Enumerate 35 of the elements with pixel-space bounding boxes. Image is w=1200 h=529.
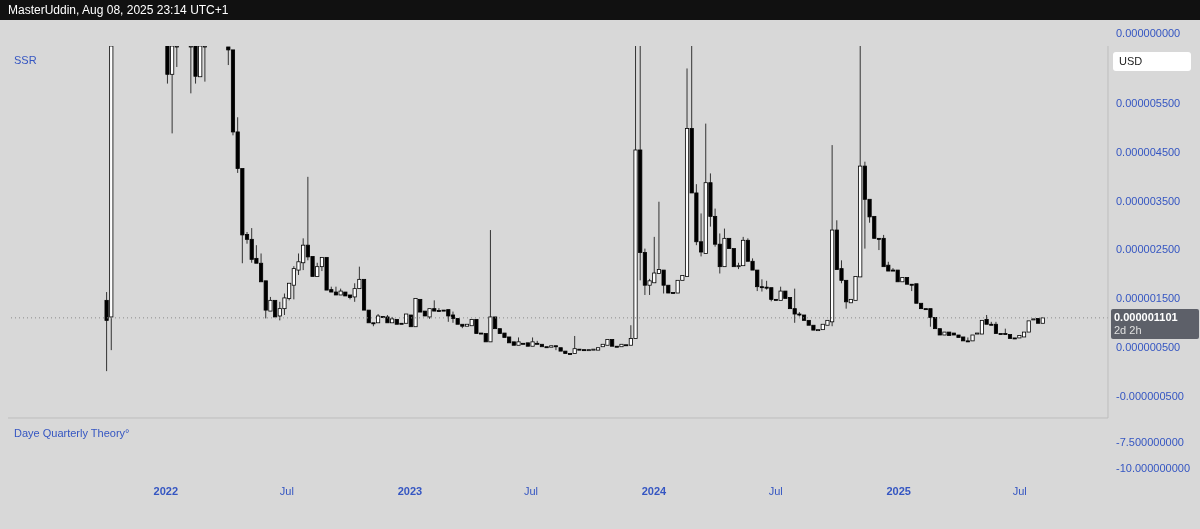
candlestick	[956, 334, 961, 338]
text: 2d 2h	[1114, 323, 1142, 336]
candlestick	[464, 323, 470, 327]
x-tick-label: Jul	[768, 484, 783, 497]
text: SSR	[14, 54, 37, 66]
text: -10.000000000	[1116, 462, 1191, 474]
x-tick-label: 2024	[641, 484, 668, 497]
text: 0.000000000	[1116, 27, 1181, 39]
y-tick-label: 0.000005500	[1116, 97, 1181, 110]
candlestick	[904, 277, 910, 285]
x-tick-label: 2025	[886, 484, 911, 497]
candlestick	[619, 343, 624, 348]
text: Daye Quarterly Theory°	[14, 427, 130, 439]
x-tick-label: 2023	[397, 484, 423, 497]
candlestick	[684, 67, 690, 277]
candlestick	[1007, 334, 1013, 339]
y-tick-label: -0.000000500	[1116, 389, 1184, 402]
y-tick-label: 0.000004500	[1116, 145, 1181, 158]
candlestick	[516, 336, 521, 346]
ref-line-label: 0.000001101	[1114, 310, 1178, 323]
y-tick-label: 0.000002500	[1116, 243, 1181, 256]
candlestick	[450, 311, 456, 324]
candlestick	[202, 46, 207, 83]
x-tick-label: 2022	[153, 484, 179, 497]
y-tick-label: 0.000003500	[1116, 194, 1181, 207]
candlestick	[165, 46, 170, 85]
x-tick-label: Jul	[523, 484, 538, 497]
x-tick-label: Jul	[1012, 484, 1027, 497]
candlestick	[1040, 317, 1045, 324]
y-tick-label: 0.000001500	[1116, 292, 1181, 305]
text: USD	[1119, 55, 1143, 67]
y-tick-label: 0.000000500	[1116, 341, 1181, 354]
text: -7.500000000	[1116, 436, 1184, 448]
x-tick-label: Jul	[279, 484, 294, 497]
text: MasterUddin, Aug 08, 2025 23:14 UTC+1	[8, 3, 229, 17]
